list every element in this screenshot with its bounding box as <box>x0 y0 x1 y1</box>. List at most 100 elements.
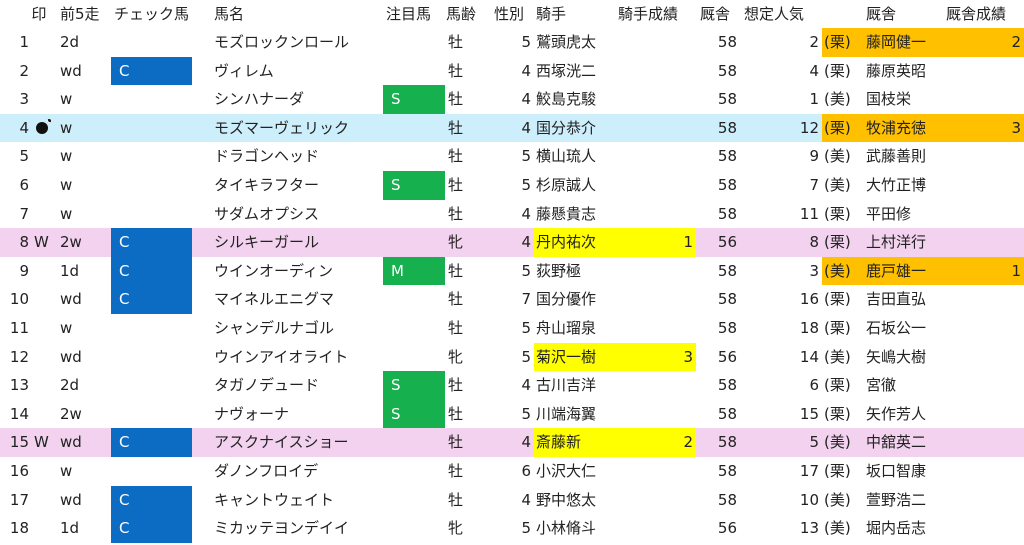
cell-age[interactable]: 4 <box>521 118 531 137</box>
cell-jockey-result[interactable] <box>616 314 696 343</box>
cell-sex[interactable]: 牝 <box>448 519 464 538</box>
cell-jockey-result[interactable] <box>616 57 696 86</box>
header-stable-weight[interactable]: 厩舎 <box>700 5 731 23</box>
cell-jockey-result[interactable] <box>616 486 696 515</box>
cell-jockey[interactable]: 舟山瑠泉 <box>536 319 597 337</box>
cell-check[interactable]: C <box>111 56 192 86</box>
cell-trainer[interactable]: 堀内岳志 <box>866 519 927 538</box>
cell-trainer[interactable]: 国枝栄 <box>866 90 912 109</box>
cell-number[interactable]: 13 <box>9 376 29 395</box>
cell-number[interactable]: 2 <box>19 61 29 80</box>
cell-prev5[interactable]: 2d <box>60 376 80 395</box>
cell-mark[interactable] <box>32 486 56 515</box>
table-row[interactable]: 17 wd C キャントウェイト 牡 4 野中悠太 58 10 (美) 萱野浩二 <box>0 485 1024 515</box>
cell-trainer[interactable]: 宮徹 <box>866 376 897 395</box>
cell-popularity[interactable]: 14 <box>799 347 819 366</box>
cell-attention[interactable] <box>383 28 445 57</box>
cell-check[interactable] <box>111 343 192 372</box>
table-row[interactable]: 13 2d タガノデュード S 牡 4 古川吉洋 58 6 (栗) 宮徹 <box>0 371 1024 400</box>
cell-trainer[interactable]: 大竹正博 <box>866 176 927 194</box>
cell-jockey-result[interactable] <box>616 371 696 400</box>
cell-number[interactable]: 10 <box>9 290 29 309</box>
cell-horse-name[interactable]: モズマーヴェリック <box>214 118 350 137</box>
cell-weight[interactable]: 56 <box>717 347 737 366</box>
cell-jockey-result[interactable] <box>616 257 696 286</box>
table-row[interactable]: 3 w シンハナーダ S 牡 4 鮫島克駿 58 1 (美) 国枝栄 <box>0 85 1024 114</box>
cell-age[interactable]: 4 <box>521 490 531 509</box>
cell-attention[interactable] <box>383 228 445 257</box>
cell-popularity[interactable]: 3 <box>809 261 819 280</box>
table-row[interactable]: 1 2d モズロックンロール牡 5 鷲頭虎太 58 2 (栗) 藤岡健一 2 <box>0 28 1024 57</box>
cell-weight[interactable]: 58 <box>717 404 737 423</box>
cell-trainer[interactable]: 鹿戸雄一 <box>864 256 944 286</box>
cell-check[interactable] <box>111 114 192 143</box>
cell-jockey[interactable]: 菊沢一樹 <box>534 342 616 372</box>
cell-age[interactable]: 4 <box>521 233 531 252</box>
cell-number[interactable]: 7 <box>19 204 29 223</box>
cell-trainer-result[interactable] <box>944 514 1024 543</box>
header-trainer[interactable]: 厩舎 <box>866 5 897 23</box>
cell-prev5[interactable]: wd <box>60 347 82 366</box>
cell-sex[interactable]: 牡 <box>448 490 464 509</box>
cell-sex[interactable]: 牡 <box>448 147 464 166</box>
cell-region[interactable]: (栗) <box>824 376 851 395</box>
cell-prev5[interactable]: 2d <box>60 33 80 51</box>
cell-sex[interactable]: 牡 <box>448 319 464 337</box>
table-row[interactable]: 12 wd ウインアイオライト 牝 5 菊沢一樹 3 56 14 (美) 矢嶋大樹 <box>0 342 1024 372</box>
table-row[interactable]: 9 1d C ウインオーディン M 牡 5 荻野極 58 3 (美) 鹿戸雄一 1 <box>0 256 1024 286</box>
header-horse[interactable]: 馬名 <box>214 5 245 23</box>
table-row[interactable]: 5 w ドラゴンヘッド 牡 5 横山琉人 58 9 (美) 武藤善則 <box>0 142 1024 171</box>
cell-mark[interactable]: W <box>34 233 49 252</box>
cell-check[interactable] <box>111 400 192 429</box>
cell-trainer-result[interactable] <box>944 85 1024 114</box>
cell-popularity[interactable]: 1 <box>809 90 819 109</box>
cell-trainer-result[interactable]: 3 <box>944 113 1024 143</box>
cell-jockey-result[interactable] <box>616 171 696 200</box>
cell-age[interactable]: 4 <box>521 61 531 80</box>
cell-trainer-result[interactable] <box>944 228 1024 257</box>
cell-mark[interactable] <box>32 314 56 343</box>
cell-popularity[interactable]: 10 <box>799 490 819 509</box>
cell-sex[interactable]: 牡 <box>448 433 464 452</box>
cell-prev5[interactable]: 1d <box>60 519 80 538</box>
cell-horse-name[interactable]: タイキラフター <box>214 176 320 194</box>
cell-region[interactable]: (栗) <box>822 113 864 143</box>
cell-weight[interactable]: 58 <box>717 147 737 166</box>
cell-region[interactable]: (栗) <box>824 290 851 309</box>
cell-jockey[interactable]: 丹内祐次 <box>534 228 616 257</box>
cell-check[interactable] <box>111 171 192 200</box>
cell-trainer-result[interactable]: 1 <box>944 256 1024 286</box>
cell-number[interactable]: 3 <box>19 90 29 109</box>
cell-weight[interactable]: 58 <box>717 290 737 309</box>
cell-horse-name[interactable]: アスクナイスショー <box>214 433 349 452</box>
table-row[interactable]: 4 w モズマーヴェリック 牡 4 国分恭介 58 12 (栗) 牧浦充徳 3 <box>0 113 1024 143</box>
cell-trainer[interactable]: 平田修 <box>866 204 912 223</box>
cell-region[interactable]: (美) <box>822 256 864 286</box>
cell-age[interactable]: 5 <box>521 33 531 51</box>
cell-number[interactable]: 4 <box>19 118 29 137</box>
cell-horse-name[interactable]: ナヴォーナ <box>214 404 290 423</box>
table-row[interactable]: 16 w ダノンフロイデ 牡 6 小沢大仁 58 17 (栗) 坂口智康 <box>0 457 1024 486</box>
cell-region[interactable]: (栗) <box>824 61 851 80</box>
cell-prev5[interactable]: w <box>60 118 73 137</box>
cell-trainer[interactable]: 矢嶋大樹 <box>866 347 927 366</box>
cell-weight[interactable]: 58 <box>717 90 737 109</box>
cell-popularity[interactable]: 6 <box>809 376 819 395</box>
cell-sex[interactable]: 牡 <box>448 204 464 223</box>
header-check[interactable]: チェック馬 <box>114 5 190 23</box>
cell-mark[interactable]: W <box>34 433 49 452</box>
cell-sex[interactable]: 牡 <box>448 61 464 80</box>
cell-age[interactable]: 6 <box>521 462 531 480</box>
cell-attention[interactable]: M <box>383 256 445 286</box>
cell-horse-name[interactable]: モズロックンロール <box>214 33 350 51</box>
cell-trainer[interactable]: 武藤善則 <box>866 147 927 166</box>
cell-trainer[interactable]: 牧浦充徳 <box>864 113 944 143</box>
cell-horse-name[interactable]: ドラゴンヘッド <box>214 147 320 166</box>
cell-attention[interactable] <box>383 486 445 515</box>
cell-sex[interactable]: 牡 <box>448 33 464 51</box>
cell-jockey[interactable]: 小沢大仁 <box>536 462 597 480</box>
cell-sex[interactable]: 牡 <box>448 90 464 109</box>
table-row[interactable]: 6 w タイキラフター S 牡 5 杉原誠人 58 7 (美) 大竹正博 <box>0 171 1024 200</box>
cell-sex[interactable]: 牡 <box>448 176 464 194</box>
header-age[interactable]: 馬齢 <box>446 5 477 23</box>
